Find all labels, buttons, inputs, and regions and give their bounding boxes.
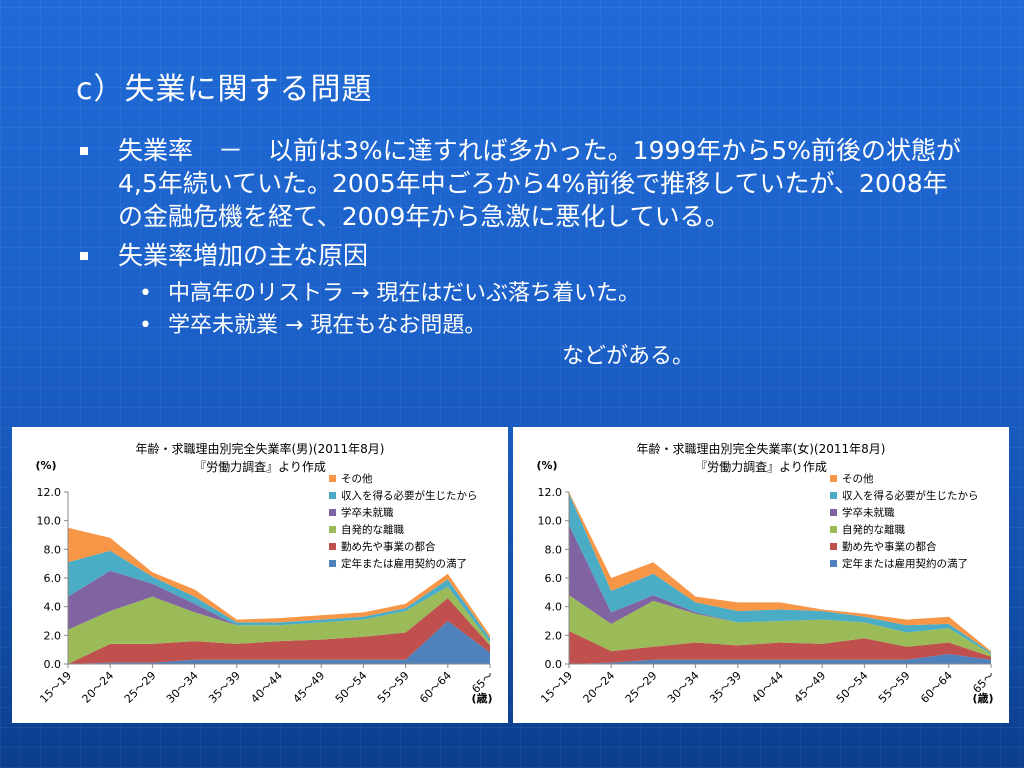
chart-panel-male: 年齢・求職理由別完全失業率(男)(2011年8月) 『労働力調査』より作成 (%) 0… xyxy=(12,427,508,723)
closing-note: などがある。 xyxy=(562,344,695,369)
y-tick-label: 8.0 xyxy=(44,543,62,556)
y-tick-label: 2.0 xyxy=(545,629,563,642)
x-tick-label: 55～59 xyxy=(375,669,412,706)
legend-label: 収入を得る必要が生じたから xyxy=(341,489,478,502)
legend-swatch xyxy=(329,543,336,550)
x-tick-label: 25～29 xyxy=(122,669,159,706)
y-tick-label: 6.0 xyxy=(545,572,563,585)
legend-swatch xyxy=(830,526,837,533)
y-tick-label: 10.0 xyxy=(37,515,62,528)
legend-swatch xyxy=(329,475,336,482)
x-tick-label: 50～54 xyxy=(834,669,871,706)
y-tick-label: 8.0 xyxy=(545,543,563,556)
legend-label: 定年または雇用契約の満了 xyxy=(842,557,968,570)
legend-label: 自発的な離職 xyxy=(842,523,905,536)
area-series-4 xyxy=(68,550,490,643)
x-tick-label: 25～29 xyxy=(623,669,660,706)
x-tick-label: 30～34 xyxy=(665,669,702,706)
area-series-0 xyxy=(68,621,490,664)
legend-swatch xyxy=(830,560,837,567)
area-series-2 xyxy=(569,595,991,657)
x-tick-label: 55～59 xyxy=(876,669,913,706)
y-tick-label: 2.0 xyxy=(44,629,62,642)
x-tick-label: 20～24 xyxy=(581,669,618,706)
x-tick-label: 35～39 xyxy=(707,669,744,706)
y-axis-label: (%) xyxy=(536,459,557,472)
legend-label: 学卒未就職 xyxy=(842,506,895,519)
y-tick-label: 4.0 xyxy=(545,601,563,614)
legend-swatch xyxy=(830,475,837,482)
legend-label: 自発的な離職 xyxy=(341,523,404,536)
x-tick-label: 15～19 xyxy=(538,669,575,706)
chart-subtitle: 『労働力調査』より作成 xyxy=(194,460,326,474)
legend-label: 学卒未就職 xyxy=(341,506,394,519)
x-tick-label: 40～44 xyxy=(749,669,786,706)
legend-swatch xyxy=(830,492,837,499)
legend-swatch xyxy=(830,543,837,550)
x-tick-label: 40～44 xyxy=(248,669,285,706)
y-tick-label: 0.0 xyxy=(545,658,563,671)
chart-title: 年齢・求職理由別完全失業率(女)(2011年8月) xyxy=(637,441,886,456)
area-series-2 xyxy=(68,586,490,664)
legend-label: その他 xyxy=(842,472,874,485)
x-tick-label: 35～39 xyxy=(206,669,243,706)
y-tick-label: 4.0 xyxy=(44,601,62,614)
legend-label: その他 xyxy=(341,472,373,485)
x-tick-label: 50～54 xyxy=(333,669,370,706)
legend-swatch xyxy=(329,509,336,516)
area-series-1 xyxy=(68,598,490,664)
sub-bullet-item: • 学卒未就業 → 現在もなお問題。 xyxy=(76,310,966,342)
bullet-item: 失業率 － 以前は3%に達すれば多かった。1999年から5%前後の状態が4,5年… xyxy=(76,134,966,233)
legend-label: 勤め先や事業の都合 xyxy=(842,540,937,553)
legend-label: 勤め先や事業の都合 xyxy=(341,540,436,553)
sub-bullet-item: • 中高年のリストラ → 現在はだいぶ落ち着いた。 xyxy=(76,278,966,310)
round-bullet-icon: • xyxy=(139,313,152,338)
bullet-item: 失業率増加の主な原因 xyxy=(76,239,966,272)
x-tick-label: 30～34 xyxy=(164,669,201,706)
chart-subtitle: 『労働力調査』より作成 xyxy=(695,460,827,474)
bullet-list: 失業率 － 以前は3%に達すれば多かった。1999年から5%前後の状態が4,5年… xyxy=(76,134,966,342)
sub-bullet-text: 学卒未就業 → 現在もなお問題。 xyxy=(168,313,487,338)
legend-label: 定年または雇用契約の満了 xyxy=(341,557,467,570)
square-bullet-icon xyxy=(80,252,88,260)
female-unemployment-area-chart: 年齢・求職理由別完全失業率(女)(2011年8月) 『労働力調査』より作成 (%) 0… xyxy=(536,441,997,706)
legend-swatch xyxy=(329,560,336,567)
male-unemployment-area-chart: 年齢・求職理由別完全失業率(男)(2011年8月) 『労働力調査』より作成 (%) 0… xyxy=(35,441,496,706)
sub-bullet-text: 中高年のリストラ → 現在はだいぶ落ち着いた。 xyxy=(168,281,640,306)
area-series-1 xyxy=(569,631,991,664)
x-tick-label: 60～64 xyxy=(417,669,454,706)
y-axis-label: (%) xyxy=(35,459,56,472)
y-tick-label: 0.0 xyxy=(44,658,62,671)
x-axis-label: (歳) xyxy=(972,691,993,705)
bullet-text: 失業率 － 以前は3%に達すれば多かった。1999年から5%前後の状態が4,5年… xyxy=(118,136,961,231)
y-tick-label: 6.0 xyxy=(44,572,62,585)
round-bullet-icon: • xyxy=(139,281,152,306)
slide-title: c）失業に関する問題 xyxy=(76,72,373,107)
x-tick-label: 15～19 xyxy=(37,669,74,706)
area-series-3 xyxy=(68,570,490,643)
legend-swatch xyxy=(329,492,336,499)
bullet-text: 失業率増加の主な原因 xyxy=(118,241,369,270)
x-axis-label: (歳) xyxy=(471,691,492,705)
y-tick-label: 12.0 xyxy=(538,486,563,499)
y-tick-label: 12.0 xyxy=(37,486,62,499)
chart-panel-female: 年齢・求職理由別完全失業率(女)(2011年8月) 『労働力調査』より作成 (%) 0… xyxy=(513,427,1009,723)
legend-swatch xyxy=(830,509,837,516)
legend-label: 収入を得る必要が生じたから xyxy=(842,489,979,502)
x-tick-label: 20～24 xyxy=(80,669,117,706)
square-bullet-icon xyxy=(80,147,88,155)
chart-title: 年齢・求職理由別完全失業率(男)(2011年8月) xyxy=(136,441,385,456)
x-tick-label: 45～49 xyxy=(792,669,829,706)
area-series-5 xyxy=(68,527,490,639)
y-tick-label: 10.0 xyxy=(538,515,563,528)
x-tick-label: 45～49 xyxy=(291,669,328,706)
area-series-0 xyxy=(569,654,991,664)
x-tick-label: 60～64 xyxy=(918,669,955,706)
legend-swatch xyxy=(329,526,336,533)
area-series-5 xyxy=(569,492,991,653)
